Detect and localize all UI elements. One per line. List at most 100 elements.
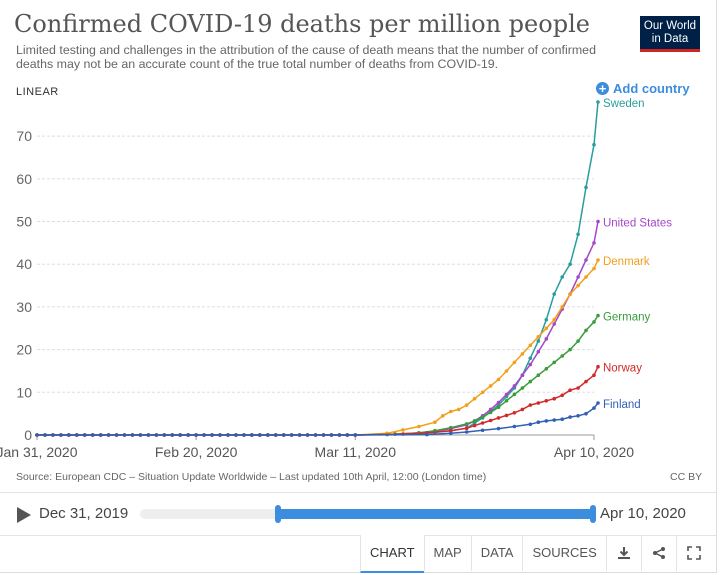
data-point-germany — [592, 320, 596, 324]
data-point-finland — [449, 431, 453, 436]
timeline-end-date: Apr 10, 2020 — [600, 505, 686, 522]
data-point-norway — [576, 386, 580, 390]
y-tick-label: 60 — [16, 171, 32, 187]
series-line-denmark — [37, 259, 599, 436]
data-point-norway — [464, 426, 469, 431]
data-point-denmark — [433, 420, 437, 425]
data-point-denmark — [552, 317, 556, 322]
x-tick-label: Jan 31, 2020 — [0, 444, 78, 460]
owid-logo[interactable]: Our World in Data — [640, 16, 700, 52]
add-country-button[interactable]: + Add country — [596, 81, 690, 96]
data-point-denmark — [596, 258, 600, 262]
data-point-denmark — [496, 377, 501, 382]
timeline-start-handle[interactable] — [275, 505, 281, 523]
data-point-finland — [544, 419, 549, 423]
data-point-denmark — [488, 384, 493, 388]
series-line-finland — [37, 402, 599, 436]
data-point-united-states — [488, 407, 493, 412]
y-tick-label: 50 — [16, 214, 32, 230]
tab-sources[interactable]: SOURCES — [522, 535, 605, 571]
data-point-united-states — [536, 350, 541, 354]
data-point-finland — [59, 433, 63, 437]
data-point-finland — [337, 433, 342, 437]
data-point-united-states — [528, 362, 533, 367]
data-point-finland — [162, 433, 167, 437]
series-label-united-states: United States — [603, 218, 672, 230]
data-point-finland — [528, 422, 533, 427]
data-point-finland — [242, 433, 246, 437]
data-point-germany — [584, 328, 588, 333]
data-point-norway — [544, 399, 549, 403]
data-point-sweden — [584, 185, 588, 190]
data-point-denmark — [544, 326, 549, 331]
data-point-finland — [425, 432, 429, 437]
data-point-finland — [496, 426, 501, 431]
data-point-finland — [51, 433, 55, 437]
data-point-finland — [281, 433, 286, 437]
data-point-finland — [90, 433, 95, 437]
data-point-germany — [464, 422, 469, 426]
data-point-sweden — [596, 100, 600, 104]
source-note: Source: European CDC – Situation Update … — [16, 471, 487, 483]
data-point-germany — [576, 339, 580, 343]
data-point-denmark — [504, 369, 509, 373]
scale-toggle[interactable]: LINEAR — [16, 86, 59, 98]
series-line-germany — [37, 315, 599, 436]
x-tick-label: Mar 11, 2020 — [315, 444, 397, 460]
timeline-selected-range[interactable] — [278, 509, 594, 519]
data-point-finland — [106, 433, 111, 437]
data-point-finland — [329, 433, 334, 437]
data-point-finland — [98, 433, 103, 437]
data-point-germany — [568, 347, 572, 352]
timeline-end-handle[interactable] — [590, 505, 596, 523]
data-point-finland — [82, 433, 87, 437]
data-point-germany — [449, 425, 453, 430]
data-point-norway — [504, 413, 509, 418]
data-point-finland — [568, 415, 572, 419]
plus-circle-icon: + — [596, 82, 609, 95]
data-point-finland — [512, 424, 517, 429]
license-link[interactable]: CC BY — [670, 471, 703, 483]
tab-map[interactable]: MAP — [423, 535, 471, 571]
data-point-finland — [584, 411, 588, 416]
play-icon[interactable] — [17, 507, 31, 523]
data-point-finland — [353, 433, 358, 437]
data-point-sweden — [560, 275, 564, 279]
y-tick-label: 70 — [16, 128, 32, 144]
data-point-finland — [234, 433, 238, 437]
data-point-sweden — [544, 317, 549, 322]
data-point-finland — [146, 433, 151, 437]
data-point-germany — [488, 410, 493, 415]
data-point-denmark — [472, 396, 477, 401]
fullscreen-icon[interactable] — [675, 535, 711, 571]
data-point-finland — [210, 433, 214, 437]
y-tick-label: 40 — [16, 256, 32, 272]
tab-chart[interactable]: CHART — [360, 535, 424, 573]
data-point-finland — [178, 433, 182, 437]
data-point-germany — [520, 386, 525, 390]
data-point-united-states — [520, 373, 525, 378]
data-point-denmark — [417, 424, 421, 429]
chart-subtitle: Limited testing and challenges in the at… — [16, 43, 596, 71]
data-point-norway — [568, 388, 572, 393]
series-label-norway: Norway — [603, 363, 642, 375]
data-point-finland — [266, 433, 270, 437]
y-tick-label: 30 — [16, 299, 32, 315]
data-point-finland — [297, 433, 302, 437]
data-point-finland — [250, 433, 254, 437]
series-line-norway — [37, 366, 599, 436]
chart-title: Confirmed COVID-19 deaths per million pe… — [14, 10, 590, 38]
share-icon[interactable] — [640, 535, 676, 571]
data-point-finland — [75, 433, 79, 437]
data-point-finland — [154, 433, 159, 437]
data-point-norway — [528, 403, 533, 407]
data-point-germany — [596, 313, 600, 318]
data-point-denmark — [441, 414, 445, 418]
data-point-norway — [512, 411, 517, 415]
data-point-finland — [305, 433, 310, 437]
data-point-finland — [273, 433, 278, 437]
tab-data[interactable]: DATA — [470, 535, 523, 571]
data-point-finland — [186, 433, 190, 437]
download-icon[interactable] — [605, 535, 641, 571]
x-tick-label: Apr 10, 2020 — [554, 444, 634, 460]
